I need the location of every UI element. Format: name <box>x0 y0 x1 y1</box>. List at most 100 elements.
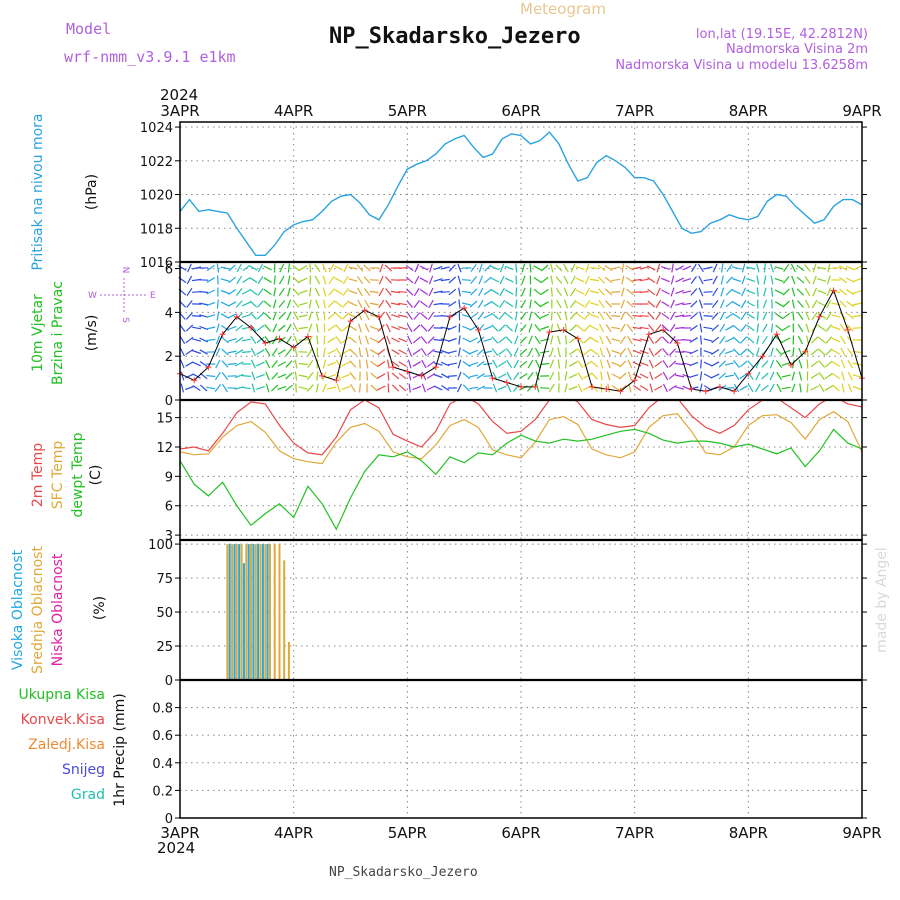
wind-arrow <box>675 277 684 283</box>
wind-arrow <box>364 311 370 321</box>
wind-arrow <box>703 266 713 270</box>
wind-arrow <box>264 324 271 332</box>
wind-arrow <box>461 279 472 281</box>
wind-arrow <box>227 313 237 319</box>
wind-arrow <box>483 375 493 377</box>
wind-arrow <box>576 312 585 320</box>
wind-arrow <box>504 289 514 295</box>
wind-arrow <box>398 314 408 318</box>
wind-arrow <box>761 360 769 368</box>
wind-arrow <box>461 302 472 306</box>
wind-arrow <box>378 299 385 309</box>
wind-arrow <box>840 335 846 345</box>
wind-arrow <box>740 299 747 309</box>
wind-arrow <box>180 371 185 381</box>
mid-cloud-bar <box>264 544 267 680</box>
wind-arrow <box>315 311 320 321</box>
wind-arrow <box>710 373 720 379</box>
y-tick-label: 3 <box>165 529 173 544</box>
wind-arrow <box>770 275 774 285</box>
wind-arrow <box>700 335 702 345</box>
wind-arrow <box>746 301 755 307</box>
wind-arrow <box>384 264 393 272</box>
mid-cloud-bar <box>226 544 229 680</box>
wind-arrow <box>364 323 370 333</box>
wind-arrow <box>298 289 308 295</box>
wind-arrow <box>378 287 385 297</box>
wind-arrow <box>763 287 767 297</box>
wind-arrow <box>733 371 740 381</box>
wind-arrow <box>433 265 443 271</box>
wind-arrow <box>639 350 649 354</box>
wind-arrow <box>852 362 862 366</box>
wind-arrow <box>469 300 478 308</box>
wind-arrow <box>611 373 620 379</box>
wind-arrow <box>278 324 286 332</box>
wind-arrow <box>433 278 443 282</box>
wind-speed-mark <box>219 331 226 338</box>
wind-arrow <box>675 374 685 378</box>
wind-arrow <box>341 373 351 379</box>
wind-arrow <box>741 287 747 297</box>
y-tick-label: 0 <box>165 674 173 689</box>
wind-speed-mark <box>844 326 851 333</box>
wind-arrow <box>847 347 854 357</box>
wind-arrow <box>662 383 668 393</box>
wind-arrow <box>607 383 611 393</box>
wind-arrow <box>462 384 471 392</box>
wind-arrow <box>221 383 229 393</box>
wind-arrow <box>407 347 412 357</box>
wind-arrow <box>378 275 384 285</box>
y-tick-label: 9 <box>165 470 173 485</box>
wind-arrow <box>491 324 499 332</box>
wind-arrow <box>519 373 528 379</box>
wind-arrow <box>690 263 697 273</box>
wind-arrow <box>565 335 567 345</box>
wind-arrow <box>278 287 285 297</box>
wind-arrow <box>241 338 251 342</box>
wind-arrow <box>235 324 244 332</box>
wind-arrow <box>359 359 361 369</box>
wind-arrow <box>206 301 216 307</box>
wind-arrow <box>256 349 265 355</box>
wind-arrow <box>620 299 625 309</box>
wind-arrow <box>775 312 784 320</box>
wind-arrow <box>811 336 819 344</box>
wind-arrow <box>292 264 300 272</box>
wind-arrow <box>398 372 407 380</box>
wind-arrow <box>448 288 457 296</box>
wind-arrow <box>746 289 756 295</box>
wind-arrow <box>682 350 692 354</box>
model-name: wrf-nmm_v3.9.1 e1km <box>64 48 236 66</box>
wind-arrow <box>358 323 362 333</box>
wind-arrow <box>476 360 485 368</box>
wind-arrow <box>365 359 369 369</box>
wind-arrow <box>675 362 685 366</box>
wind-arrow <box>521 263 526 273</box>
bottom-date-tick: 7APR <box>615 824 654 842</box>
wind-arrow <box>519 348 528 356</box>
wind-arrow <box>506 383 512 393</box>
wind-arrow <box>590 348 599 356</box>
wind-arrow <box>220 278 230 282</box>
wind-arrow <box>521 275 526 285</box>
wind-arrow <box>805 323 810 333</box>
wind-arrow <box>826 275 831 285</box>
wind-arrow <box>626 288 634 296</box>
wind-arrow <box>626 335 633 345</box>
wind-arrow <box>540 313 550 319</box>
wind-arrow <box>412 336 421 344</box>
y-tick-label: 1024 <box>140 121 173 136</box>
wind-arrow <box>811 311 818 321</box>
wind-arrow <box>273 275 276 285</box>
wind-arrow <box>711 312 719 320</box>
wind-speed-mark <box>276 335 283 342</box>
wind-speed-mark <box>205 364 212 371</box>
wind-arrow <box>726 264 733 272</box>
wind-arrow <box>520 287 526 297</box>
wind-arrow <box>483 288 492 296</box>
wind-arrow <box>348 266 358 270</box>
wind-arrow <box>478 287 484 297</box>
wind-arrow <box>675 314 685 318</box>
wind-arrow <box>590 360 599 368</box>
